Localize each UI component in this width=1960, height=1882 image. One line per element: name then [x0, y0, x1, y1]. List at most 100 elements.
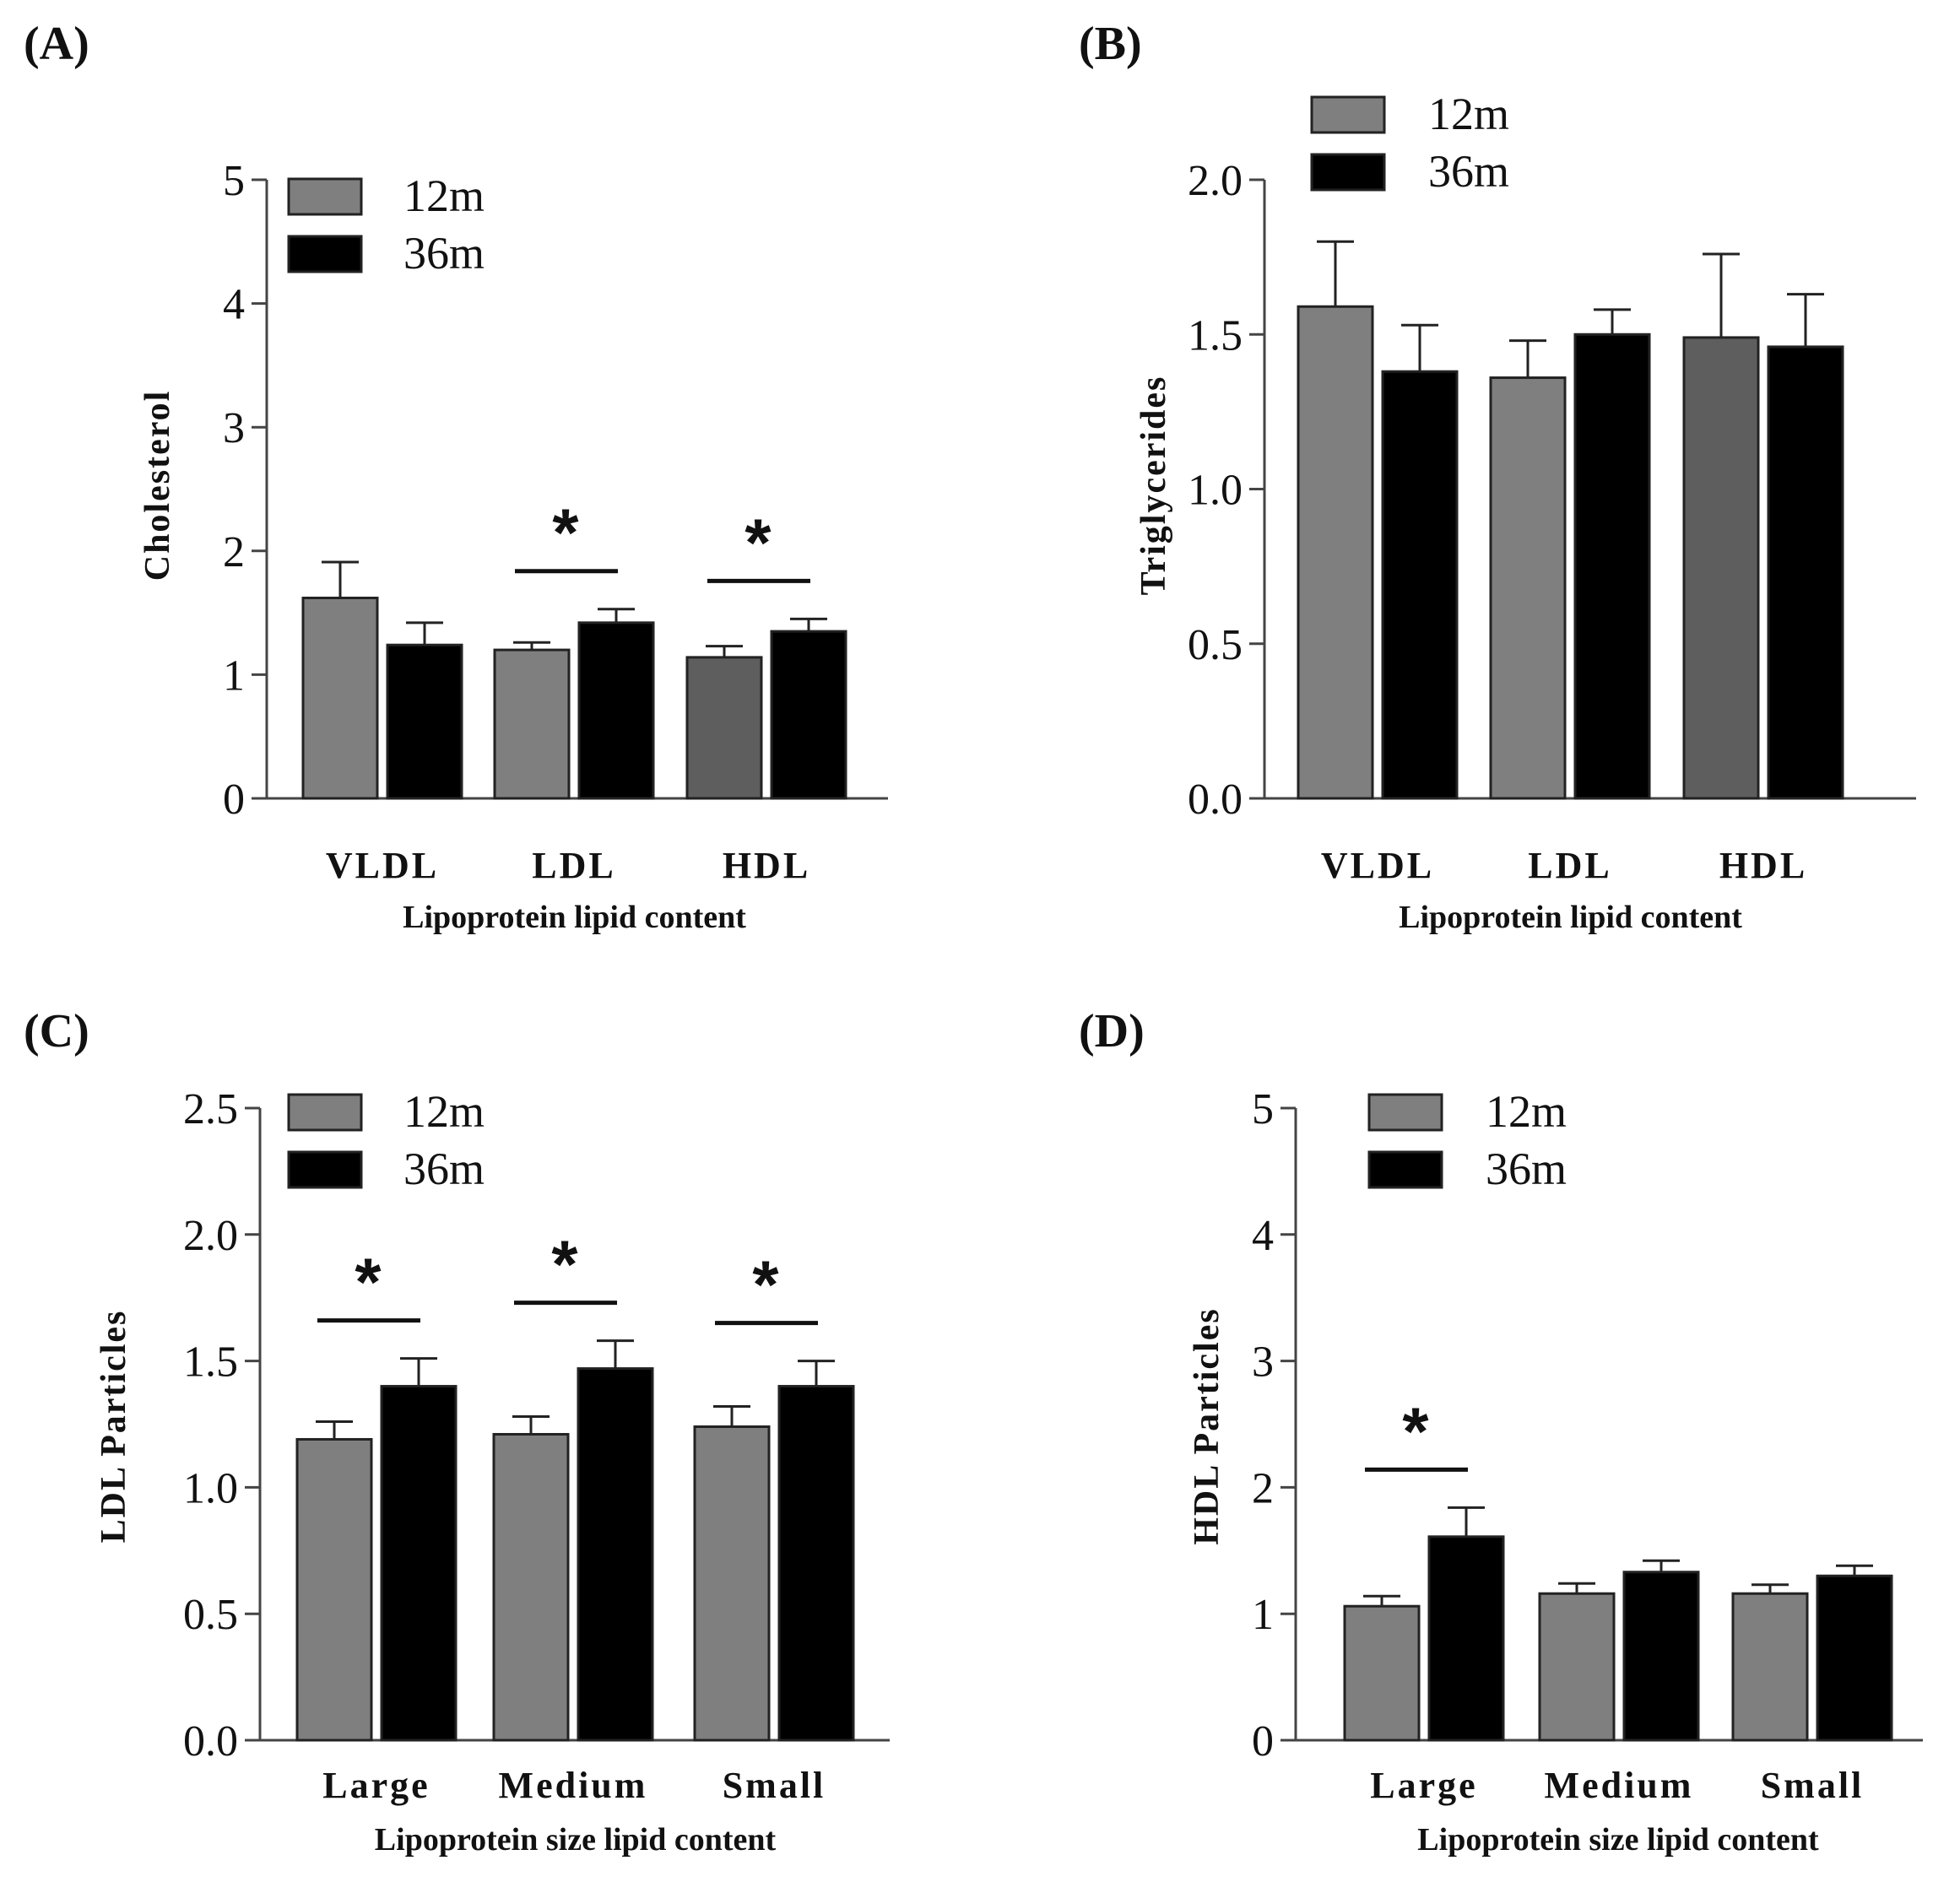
category-label-small: Small: [1761, 1765, 1865, 1806]
chart-panel-c: (C) 0.0 0.5 1.0 1.5 2.0 2.5 LDL Particles Large M…: [24, 1005, 890, 1858]
chart-panel-a: (A) 0 1 2 3 4 5 Cholesterol VLDL LDL HDL * * Lipoprot…: [24, 18, 888, 935]
category-label-hdl: HDL: [1719, 845, 1807, 886]
legend-swatch-12m: [287, 177, 363, 216]
bar-36m-large: [1427, 1535, 1505, 1742]
chart-panel-d: (D) 0 1 2 3 4 5 HDL Particles Large Medium Small * L…: [1079, 1005, 1923, 1858]
category-label-small: Small: [723, 1765, 826, 1806]
y-tick-label: 1: [223, 652, 245, 700]
x-axis-label: Lipoprotein lipid content: [1399, 900, 1742, 935]
y-axis-label: Cholesterol: [138, 390, 177, 581]
y-tick-label: 1.5: [183, 1338, 238, 1387]
bar-36m-medium: [577, 1367, 654, 1742]
bar-12m-ldl: [493, 648, 571, 800]
significance-star: *: [744, 505, 772, 580]
category-label-large: Large: [1370, 1765, 1477, 1806]
bar-12m-medium: [1538, 1592, 1616, 1742]
legend-swatch-36m: [1367, 1150, 1443, 1189]
panel-label: (D): [1079, 1005, 1145, 1057]
y-tick-label: 0.5: [1188, 621, 1243, 669]
y-tick-label: 2: [1252, 1464, 1274, 1512]
bar-36m-vldl: [386, 643, 463, 800]
category-label-vldl: VLDL: [1321, 845, 1434, 886]
bar-36m-small: [777, 1385, 855, 1742]
legend-swatch-12m: [1310, 95, 1386, 134]
legend-label-12m: 12m: [403, 1086, 485, 1137]
bar-12m-vldl: [301, 597, 379, 800]
category-label-medium: Medium: [499, 1765, 648, 1806]
bar-12m-large: [1343, 1604, 1421, 1742]
y-tick-label: 1.5: [1188, 311, 1243, 360]
x-axis-label: Lipoprotein size lipid content: [375, 1822, 777, 1858]
legend-label-36m: 36m: [1486, 1144, 1567, 1194]
bar-36m-ldl: [577, 621, 655, 800]
bar-12m-vldl: [1297, 305, 1374, 800]
chart-panel-b: (B) 0.0 0.5 1.0 1.5 2.0 Triglycerides VLDL LDL HD…: [1079, 18, 1916, 935]
significance-star: *: [752, 1247, 779, 1322]
panel-label: (C): [24, 1005, 89, 1057]
y-tick-label: 2.0: [1188, 157, 1243, 205]
bar-12m-hdl: [1682, 336, 1760, 800]
y-tick-label: 2.5: [183, 1085, 238, 1133]
bar-12m-ldl: [1489, 376, 1567, 800]
legend-label-36m: 36m: [403, 228, 485, 279]
legend-swatch-36m: [287, 235, 363, 273]
y-tick-label: 3: [1252, 1338, 1274, 1387]
bar-36m-ldl: [1573, 333, 1651, 800]
category-label-ldl: LDL: [1528, 845, 1611, 886]
category-label-ldl: LDL: [532, 845, 615, 886]
y-tick-label: 5: [223, 157, 245, 205]
bar-36m-vldl: [1381, 370, 1459, 800]
x-axis-label: Lipoprotein lipid content: [403, 900, 746, 935]
bar-36m-large: [380, 1385, 458, 1742]
bar-12m-medium: [492, 1432, 570, 1742]
y-tick-label: 0: [1252, 1717, 1274, 1766]
legend-label-36m: 36m: [403, 1144, 485, 1194]
y-axis-label: HDL Particles: [1188, 1307, 1226, 1544]
legend-label-12m: 12m: [1486, 1086, 1567, 1137]
bar-12m-large: [295, 1437, 373, 1742]
category-label-medium: Medium: [1545, 1765, 1694, 1806]
category-label-vldl: VLDL: [326, 845, 439, 886]
legend-swatch-12m: [1367, 1093, 1443, 1132]
y-tick-label: 0.5: [183, 1591, 238, 1639]
panel-label: (B): [1079, 18, 1142, 70]
legend-swatch-36m: [1310, 153, 1386, 192]
legend-swatch-12m: [287, 1093, 363, 1132]
y-tick-label: 2: [223, 528, 245, 576]
y-tick-label: 1: [1252, 1591, 1274, 1639]
bar-36m-hdl: [1767, 345, 1844, 800]
bar-36m-hdl: [770, 630, 847, 800]
y-tick-label: 1.0: [1188, 467, 1243, 515]
y-tick-label: 0.0: [1188, 776, 1243, 824]
bar-36m-medium: [1622, 1571, 1700, 1742]
y-axis-label: Triglycerides: [1134, 376, 1173, 596]
y-tick-label: 4: [1252, 1212, 1274, 1260]
y-tick-label: 0: [223, 776, 245, 824]
y-tick-label: 4: [223, 281, 245, 329]
legend-swatch-36m: [287, 1150, 363, 1189]
y-tick-label: 2.0: [183, 1212, 238, 1260]
category-label-large: Large: [322, 1765, 430, 1806]
y-tick-label: 1.0: [183, 1464, 238, 1512]
y-tick-label: 3: [223, 404, 245, 452]
bar-12m-small: [1731, 1592, 1809, 1742]
category-label-hdl: HDL: [723, 845, 810, 886]
bar-12m-hdl: [685, 656, 763, 800]
y-axis-label: LDL Particles: [95, 1310, 133, 1544]
bar-12m-small: [693, 1425, 771, 1742]
legend-label-12m: 12m: [403, 170, 485, 221]
legend-label-12m: 12m: [1428, 89, 1509, 139]
significance-star: *: [1402, 1393, 1429, 1468]
significance-star: *: [552, 495, 579, 571]
significance-star: *: [355, 1245, 382, 1320]
y-tick-label: 5: [1252, 1085, 1274, 1133]
bar-36m-small: [1816, 1574, 1893, 1742]
panel-label: (A): [24, 18, 89, 70]
legend-label-36m: 36m: [1428, 146, 1509, 197]
y-tick-label: 0.0: [183, 1717, 238, 1766]
